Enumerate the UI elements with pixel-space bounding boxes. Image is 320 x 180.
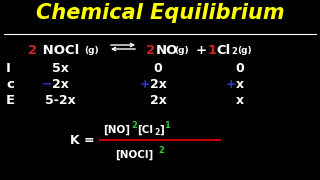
Text: [NOCl]: [NOCl] bbox=[115, 150, 153, 160]
Text: 0: 0 bbox=[154, 62, 162, 75]
Text: [NO]: [NO] bbox=[103, 125, 130, 135]
Text: I: I bbox=[6, 62, 11, 75]
Text: 2: 2 bbox=[158, 146, 164, 155]
Text: NOCl: NOCl bbox=[38, 44, 79, 57]
Text: x: x bbox=[236, 78, 244, 91]
Text: 0: 0 bbox=[236, 62, 244, 75]
Text: (g): (g) bbox=[237, 46, 252, 55]
Text: 2x: 2x bbox=[149, 78, 166, 91]
Text: [Cl: [Cl bbox=[137, 125, 153, 135]
Text: K =: K = bbox=[70, 134, 95, 147]
Text: Chemical Equilibrium: Chemical Equilibrium bbox=[36, 3, 284, 23]
Text: +: + bbox=[226, 78, 236, 91]
Text: 1: 1 bbox=[164, 121, 170, 130]
Text: 2x: 2x bbox=[52, 78, 68, 91]
Text: +: + bbox=[196, 44, 207, 57]
Text: NO: NO bbox=[156, 44, 178, 57]
Text: 2: 2 bbox=[131, 121, 137, 130]
Text: c: c bbox=[6, 78, 14, 91]
Text: Cl: Cl bbox=[216, 44, 230, 57]
Text: 5x: 5x bbox=[52, 62, 68, 75]
Text: (g): (g) bbox=[84, 46, 99, 55]
Text: (g): (g) bbox=[174, 46, 188, 55]
Text: 2: 2 bbox=[154, 128, 159, 137]
Text: E: E bbox=[6, 94, 15, 107]
Text: +: + bbox=[140, 78, 151, 91]
Text: 2: 2 bbox=[28, 44, 37, 57]
Text: x: x bbox=[236, 94, 244, 107]
Text: 5-2x: 5-2x bbox=[44, 94, 76, 107]
Text: 2x: 2x bbox=[149, 94, 166, 107]
Text: 1: 1 bbox=[208, 44, 217, 57]
Text: −: − bbox=[42, 78, 52, 91]
Text: 2: 2 bbox=[231, 47, 237, 56]
Text: 2: 2 bbox=[146, 44, 155, 57]
Text: ]: ] bbox=[159, 125, 164, 135]
